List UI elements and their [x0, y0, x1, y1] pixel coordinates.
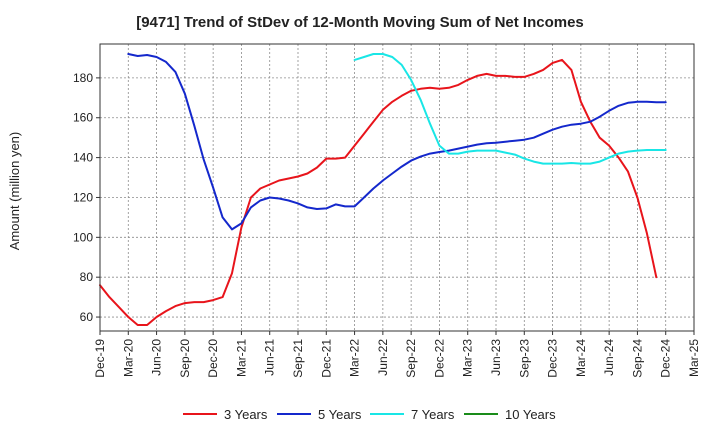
series-line-5-years [127, 53, 667, 231]
x-tick-label: Mar-23 [461, 339, 475, 377]
x-tick-label: Dec-23 [546, 339, 560, 378]
y-tick-label: 60 [80, 310, 94, 324]
series-line-3-years [99, 58, 658, 326]
legend-item-5-years: 5 Years [277, 407, 362, 422]
legend-item-10-years: 10 Years [464, 407, 556, 422]
y-tick-label: 80 [80, 270, 94, 284]
x-tick-label: Dec-22 [432, 339, 446, 378]
x-tick-label: Sep-22 [404, 339, 418, 378]
x-axis-ticks: Dec-19 Mar-20 Jun-20 Sep-20 Dec-20 Mar-21 Jun-… [93, 331, 701, 378]
y-tick-label: 100 [73, 230, 93, 244]
x-tick-label: Dec-19 [93, 339, 107, 378]
y-axis-ticks: 60 80 100 120 140 160 180 [73, 71, 100, 324]
series-line-7-years [353, 53, 667, 165]
series-layer [99, 53, 667, 326]
grid-layer [99, 44, 695, 331]
x-tick-label: Dec-20 [206, 339, 220, 378]
plot-area-frame [99, 43, 695, 332]
x-tick-label: Jun-24 [602, 339, 616, 376]
y-tick-label: 120 [73, 190, 93, 204]
legend-item-7-years: 7 Years [370, 407, 455, 422]
x-tick-label: Sep-20 [178, 339, 192, 378]
legend-item-3-years: 3 Years [183, 407, 268, 422]
y-tick-label: 180 [73, 71, 93, 85]
legend-label: 7 Years [411, 407, 455, 422]
x-tick-label: Sep-21 [291, 339, 305, 378]
x-tick-label: Mar-22 [348, 339, 362, 377]
x-tick-label: Jun-21 [263, 339, 277, 376]
x-tick-label: Dec-24 [659, 339, 673, 378]
y-tick-label: 140 [73, 151, 93, 165]
x-tick-label: Sep-24 [630, 339, 644, 378]
chart-title: [9471] Trend of StDev of 12-Month Moving… [136, 14, 584, 31]
x-tick-label: Jun-23 [489, 339, 503, 376]
legend-label: 3 Years [224, 407, 268, 422]
legend-label: 10 Years [505, 407, 556, 422]
x-tick-label: Mar-25 [687, 339, 701, 377]
legend: 3 Years 5 Years 7 Years 10 Years [183, 407, 556, 422]
x-tick-label: Mar-24 [574, 339, 588, 377]
x-tick-label: Mar-20 [121, 339, 135, 377]
y-axis-label: Amount (million yen) [7, 132, 22, 251]
x-tick-label: Sep-23 [517, 339, 531, 378]
x-tick-label: Jun-22 [376, 339, 390, 376]
x-tick-label: Jun-20 [150, 339, 164, 376]
x-tick-label: Mar-21 [234, 339, 248, 377]
y-tick-label: 160 [73, 111, 93, 125]
x-tick-label: Dec-21 [319, 339, 333, 378]
legend-label: 5 Years [318, 407, 362, 422]
